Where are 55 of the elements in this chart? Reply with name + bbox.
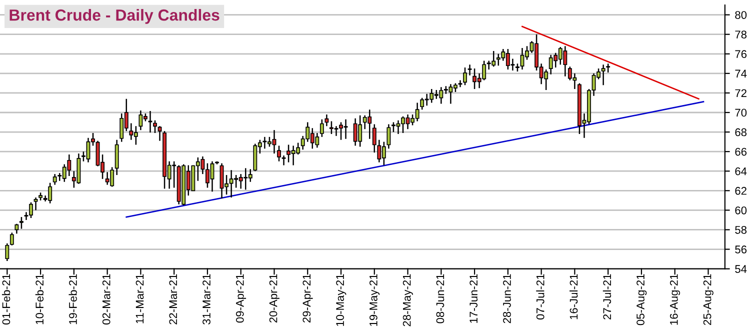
y-tick-label: 70 [735,108,747,117]
candlestick [324,114,329,127]
candlestick [601,64,606,86]
x-tick-label: 28-Jun-21 [503,274,511,324]
x-tick-label: 16-Jul-21 [570,274,578,320]
candlestick [5,242,10,262]
x-tick-label: 09-Apr-21 [236,274,246,323]
y-tick-label: 72 [735,89,746,97]
candlestick [158,126,162,142]
x-tick-label: 08-Jun-21 [436,274,444,324]
x-tick-label: 22-Mar-21 [169,274,178,324]
candlestick [153,120,157,134]
candlestick [19,216,24,230]
candlestick [463,66,467,86]
y-tick-label: 78 [735,30,747,38]
candlestick [468,64,472,76]
x-tick-label: 07-Jul-21 [536,274,544,320]
x-tick-label: 27-Jul-21 [602,274,612,320]
candlestick [282,154,286,166]
y-tick-label: 58 [735,226,747,234]
x-tick-label: 31-Mar-21 [202,274,210,324]
y-tick-label: 74 [735,70,747,78]
x-tick-label: 19-May-21 [370,274,380,326]
candlestick [386,124,391,150]
x-tick-label: 10-May-21 [336,274,346,326]
x-tick-label: 25-Aug-21 [703,274,714,325]
x-tick-label: 17-Jun-21 [470,274,478,323]
candlestick [320,118,324,138]
y-tick-label: 56 [735,246,747,254]
candlestick [52,173,57,186]
chart-title: Brent Crude - Daily Candles [10,8,220,24]
y-tick-label: 54 [735,265,747,273]
y-tick-label: 60 [735,206,747,214]
candlestick [277,145,281,162]
candlestick [114,139,119,176]
x-tick-label: 20-Apr-21 [269,274,280,323]
candlestick [372,124,376,154]
candlestick [34,196,38,211]
candlestick [14,223,19,234]
y-tick-label: 64 [735,167,747,176]
x-tick-label: 01-Feb-21 [2,274,10,324]
y-tick-label: 76 [735,50,747,58]
y-tick-label: 66 [735,148,747,156]
y-tick-label: 62 [735,186,746,195]
x-tick-label: 29-Apr-21 [302,274,313,323]
x-tick-label: 16-Aug-21 [670,274,680,325]
y-tick-label: 68 [735,128,747,136]
x-tick-label: 05-Aug-21 [636,274,647,326]
candlestick [10,232,14,246]
x-tick-label: 11-Mar-21 [136,274,144,324]
x-tick-label: 28-May-21 [402,274,413,326]
x-tick-label: 02-Mar-21 [102,274,110,324]
x-tick-label: 19-Feb-21 [68,274,77,324]
y-tick-label: 80 [735,11,747,19]
x-tick-label: 10-Feb-21 [35,274,44,324]
